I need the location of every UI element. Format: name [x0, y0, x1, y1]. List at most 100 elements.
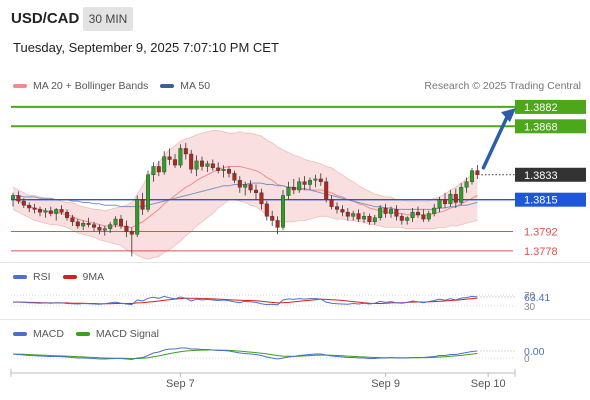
rsi-scale-label: 70 [524, 291, 536, 302]
candle-body [459, 187, 464, 203]
candle-body [378, 207, 383, 218]
candle-body [432, 207, 437, 214]
macd-legend: MACD MACD Signal [13, 328, 171, 340]
last-price-label: 1.3833 [524, 170, 558, 182]
rsi-ma-swatch [62, 275, 77, 279]
rsi-line [12, 295, 478, 306]
candle-body [253, 189, 258, 193]
candle-body [248, 184, 253, 191]
panel-divider-rsi-macd [0, 319, 590, 320]
candle-body [64, 211, 69, 218]
candle-body [75, 221, 80, 227]
research-credit: Research © 2025 Trading Central [424, 80, 581, 92]
candle-body [443, 199, 448, 205]
report-datetime: Tuesday, September 9, 2025 7:07:10 PM CE… [13, 40, 279, 55]
candle-body [97, 227, 102, 231]
candle-body [362, 216, 367, 220]
target-level-label: 1.3882 [524, 102, 558, 114]
candle-body [335, 206, 340, 210]
last-price-tag [515, 167, 586, 182]
support-level-label: 1.3792 [524, 227, 558, 239]
legend-label-ma20: MA 20 + Bollinger Bands [33, 80, 149, 92]
candle-body [281, 195, 286, 228]
interval-badge[interactable]: 30 MIN [83, 7, 133, 31]
ma20-line [12, 166, 478, 228]
candle-body [470, 170, 475, 182]
candle-body [329, 199, 334, 207]
candle-body [129, 231, 134, 235]
candle-body [464, 181, 469, 188]
target-level-tag [515, 99, 586, 114]
forecast-arrow-head [501, 108, 516, 123]
legend-item-macd: MACD [13, 328, 64, 340]
candle-body [394, 209, 399, 217]
candle-body [410, 211, 415, 218]
rsi-scale-label: 30 [524, 302, 536, 313]
candle-body [275, 220, 280, 228]
candle-body [399, 216, 404, 221]
candle-body [16, 195, 21, 202]
candle-body [405, 217, 410, 221]
candle-body [210, 163, 215, 169]
candle-body [389, 209, 394, 214]
bollinger-lower-line [12, 199, 478, 260]
candle-body [345, 211, 350, 217]
candle-body [286, 187, 291, 196]
candle-body [297, 181, 302, 191]
candle-body [59, 209, 64, 213]
x-axis-tick-label: Sep 10 [471, 378, 506, 390]
candle-body [145, 174, 150, 210]
candle-body [383, 207, 388, 214]
candle-body [189, 153, 194, 170]
candle-body [437, 199, 442, 209]
candle-body [340, 209, 345, 213]
symbol-title: USD/CAD [11, 10, 80, 27]
legend-label-ma50: MA 50 [180, 80, 211, 92]
macd-signal-swatch [75, 332, 90, 336]
candle-body [108, 224, 113, 229]
candle-body [118, 218, 123, 227]
candle-body [372, 217, 377, 223]
rsi-legend: RSI 9MA [13, 271, 116, 283]
candle-body [32, 207, 37, 210]
macd-swatch [13, 332, 27, 336]
legend-label-rsi-ma: 9MA [82, 271, 105, 283]
target-level-label: 1.3868 [524, 121, 558, 133]
candle-body [21, 200, 26, 206]
macd-signal-line [12, 349, 478, 360]
candle-body [199, 160, 204, 167]
candle-body [324, 181, 329, 200]
legend-item-rsi-ma: 9MA [62, 271, 105, 283]
candle-body [86, 223, 91, 225]
candle-body [91, 224, 96, 228]
candle-body [54, 209, 59, 214]
candle-body [27, 205, 32, 209]
pivot-level-label: 1.3815 [524, 195, 558, 207]
candle-body [453, 193, 458, 203]
legend-item-macd-signal: MACD Signal [75, 328, 159, 340]
candle-body [475, 170, 480, 175]
candle-body [216, 167, 221, 171]
candle-body [183, 148, 188, 155]
candle-body [172, 159, 177, 166]
rsi-swatch [13, 275, 27, 279]
legend-label-rsi: RSI [33, 271, 51, 283]
candle-body [302, 181, 307, 185]
candle-body [10, 195, 15, 200]
ma50-swatch [160, 84, 175, 88]
candle-body [259, 192, 264, 205]
candle-body [237, 180, 242, 188]
candle-body [291, 187, 296, 191]
candle-body [162, 156, 167, 173]
candle-body [313, 178, 318, 181]
panel-divider-price-rsi [0, 262, 590, 263]
candle-body [156, 166, 161, 173]
price-legend: MA 20 + Bollinger Bands MA 50 [13, 80, 222, 92]
rsi-value-label: 63.41 [524, 292, 550, 304]
candle-body [113, 218, 118, 225]
candle-body [178, 148, 183, 166]
x-axis-tick-label: Sep 9 [371, 378, 400, 390]
candle-body [70, 217, 75, 223]
candle-body [38, 209, 43, 213]
